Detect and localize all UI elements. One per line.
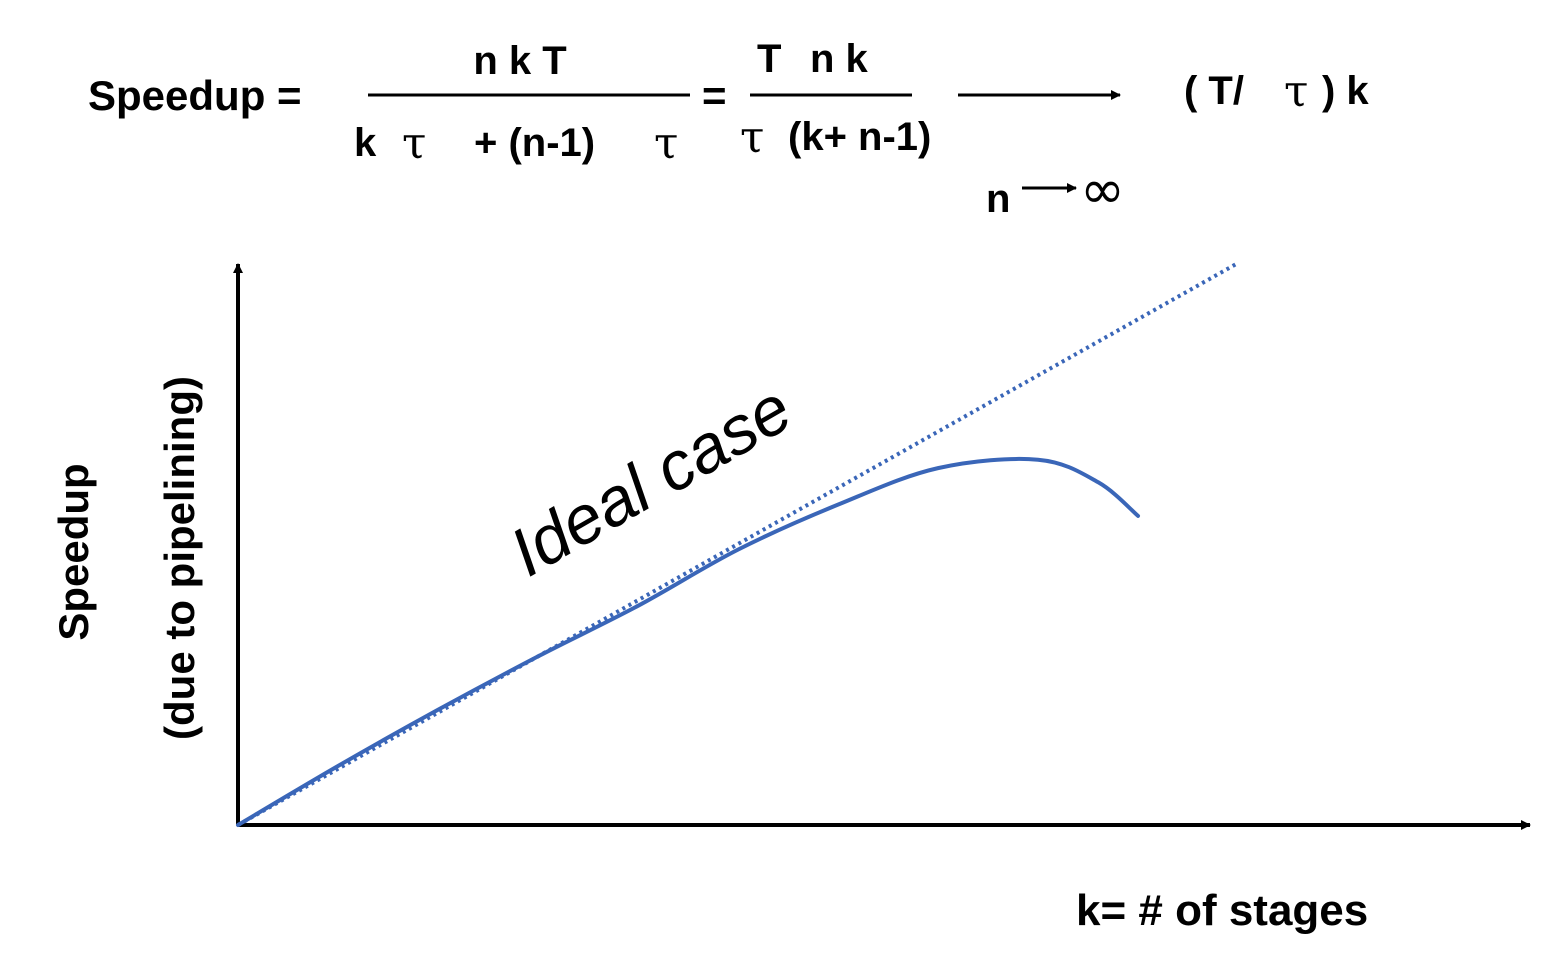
x-axis-label: k= # of stages <box>1076 886 1368 935</box>
fraction2-numerator-nk: n k <box>810 37 869 81</box>
speedup-formula: Speedup = n k T k τ + (n-1) τ = T n k τ … <box>88 37 1369 221</box>
result-close: ) k <box>1322 69 1369 113</box>
fraction2-denominator: (k+ n-1) <box>788 115 931 159</box>
ideal-speedup-line <box>237 261 1239 827</box>
fraction1-numerator: n k T <box>473 39 566 83</box>
formula-lhs: Speedup = <box>88 72 302 119</box>
y-axis-sublabel: (due to pipelining) <box>156 376 203 740</box>
tau-symbol: τ <box>654 118 678 169</box>
fraction1-denominator-term: + (n-1) <box>474 121 595 165</box>
limit-variable: n <box>986 177 1010 221</box>
y-axis-label: Speedup <box>50 463 97 640</box>
fraction2-numerator-T: T <box>757 37 781 81</box>
result-open: ( T/ <box>1184 69 1244 113</box>
infinity-symbol: ∞ <box>1080 158 1125 221</box>
fraction1-denominator-k: k <box>354 121 377 165</box>
tau-symbol: τ <box>1284 66 1308 117</box>
ideal-case-annotation: Ideal case <box>498 370 804 591</box>
actual-speedup-curve <box>236 456 1140 827</box>
equals-sign: = <box>702 72 727 119</box>
tau-symbol: τ <box>402 118 426 169</box>
speedup-chart: Speedup (due to pipelining) k= # of stag… <box>50 261 1531 935</box>
tau-symbol: τ <box>740 112 764 163</box>
